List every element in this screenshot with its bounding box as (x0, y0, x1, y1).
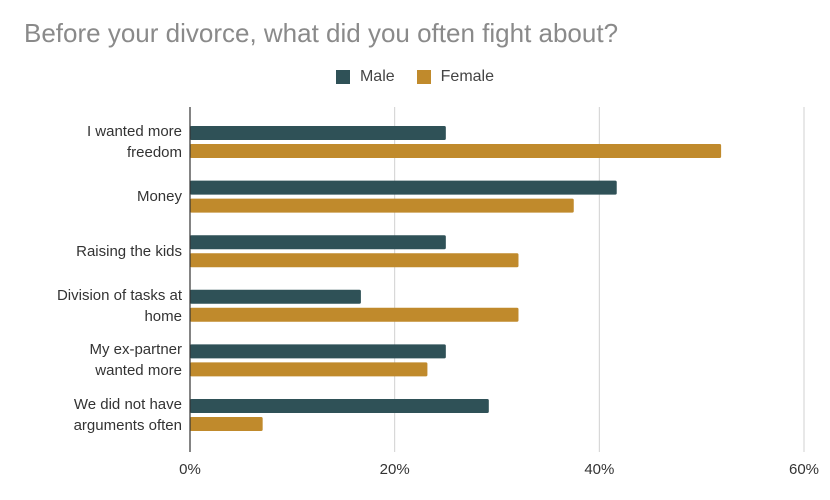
category-label: I wanted more freedom (2, 121, 182, 163)
bar-female-3 (190, 307, 519, 322)
category-label-line: Money (136, 188, 182, 206)
category-label: My ex-partner wanted more (2, 339, 182, 381)
bar-male-1 (190, 180, 617, 195)
bar-female-2 (190, 253, 519, 268)
x-tick-label: 0% (179, 461, 201, 478)
bar-male-3 (190, 289, 361, 304)
legend-item-female: Female (416, 68, 495, 86)
bar-male-4 (190, 344, 446, 359)
legend-label-female: Female (440, 68, 495, 85)
legend-item-male: Male (335, 68, 395, 86)
bar-female-0 (190, 144, 722, 158)
category-label-line: arguments often (73, 417, 182, 434)
category-label: Division of tasks at home (2, 285, 182, 327)
category-label-line: freedom (126, 144, 182, 161)
bar-male-5 (190, 399, 489, 413)
x-tick-label: 60% (788, 461, 820, 478)
bar-female-4 (190, 362, 428, 377)
category-label-line: I wanted more (86, 123, 182, 140)
category-label: We did not have arguments often (2, 394, 182, 436)
category-label-line: My ex-partner (89, 341, 182, 359)
legend: Male Female (0, 68, 830, 86)
x-tick-label: 40% (584, 461, 615, 478)
legend-swatch-female (416, 70, 431, 84)
bar-male-0 (190, 126, 446, 140)
category-label-line: Raising the kids (76, 242, 182, 260)
bar-female-5 (190, 417, 263, 431)
category-label: Money (2, 186, 182, 207)
legend-label-male: Male (359, 68, 395, 85)
bar-female-1 (190, 198, 574, 213)
bar-male-2 (190, 235, 446, 250)
category-label-line: home (144, 307, 182, 325)
chart-title: Before your divorce, what did you often … (24, 18, 619, 48)
x-tick-label: 20% (379, 461, 410, 478)
category-label-line: wanted more (95, 362, 182, 380)
category-label-line: We did not have (73, 396, 182, 413)
category-label: Raising the kids (2, 241, 182, 262)
legend-swatch-male (335, 70, 350, 84)
category-label-line: Division of tasks at (56, 286, 182, 304)
